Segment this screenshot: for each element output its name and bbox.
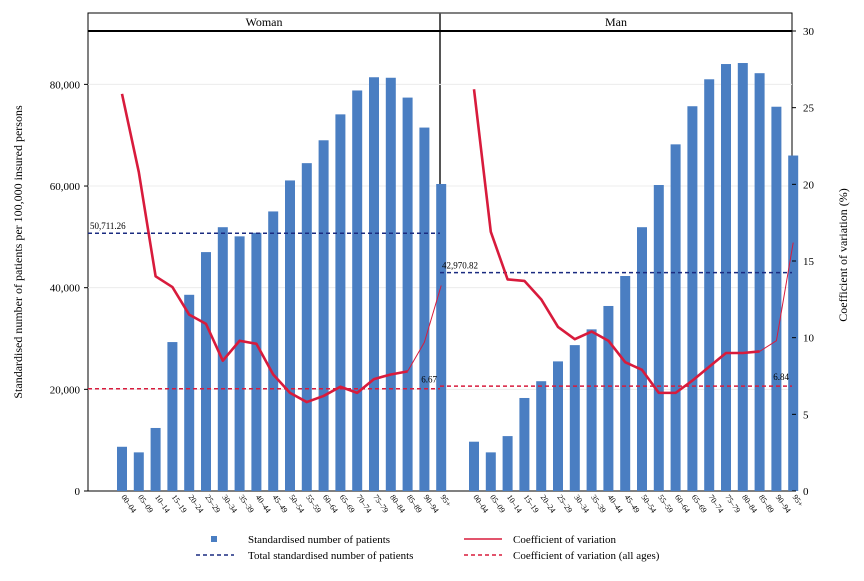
left-axis: 0 20,000 40,000 60,000 80,000	[50, 79, 88, 498]
bar	[184, 294, 195, 491]
cv-all-reference-label: 6.84	[773, 372, 789, 382]
bar	[519, 397, 530, 491]
bar	[553, 361, 563, 491]
bar	[569, 345, 580, 491]
y-axis-title: Standardised number of patients per 100,…	[11, 105, 25, 399]
right-axis: 0 5 10 15 20 25 30	[792, 26, 815, 498]
y2-axis-title: Coefficient of variation (%)	[836, 188, 850, 321]
legend-label-total: Total standardised number of patients	[248, 550, 413, 562]
legend-bar-marker	[211, 536, 217, 542]
bar	[234, 236, 245, 491]
cv-all-reference-label: 6.67	[421, 375, 437, 385]
legend: Standardised number of patients Coeffici…	[196, 534, 660, 562]
bar	[586, 329, 597, 491]
bar	[436, 183, 447, 492]
bar	[670, 144, 681, 491]
bar	[352, 90, 363, 491]
bar	[536, 381, 547, 491]
cv-line	[472, 89, 760, 395]
bar	[603, 305, 614, 491]
cv-line-tail	[407, 285, 442, 372]
y-tick-label: 80,000	[50, 79, 81, 91]
bar	[653, 185, 664, 491]
bar	[704, 79, 715, 491]
bar	[402, 97, 413, 491]
bar	[285, 180, 295, 491]
bar	[369, 77, 379, 491]
bar	[385, 77, 396, 491]
bar	[117, 446, 127, 491]
bar	[201, 252, 211, 491]
panel-title-woman: Woman	[245, 15, 282, 29]
cv-line-tail	[759, 242, 794, 352]
bar	[737, 63, 748, 492]
bar	[251, 232, 262, 492]
bar	[268, 211, 279, 491]
bar	[301, 163, 312, 491]
bar	[335, 114, 346, 492]
bar	[788, 155, 799, 491]
bar	[502, 436, 513, 491]
panel-title-man: Man	[605, 15, 627, 29]
y2-tick-label: 0	[803, 486, 809, 498]
bar	[469, 441, 479, 491]
legend-label-cv: Coefficient of variation	[513, 534, 617, 546]
bar	[637, 227, 647, 491]
total-reference-label: 42,970.82	[442, 261, 478, 271]
cv-line	[120, 93, 408, 404]
legend-label-patients: Standardised number of patients	[248, 534, 390, 546]
legend-label-cv-all: Coefficient of variation (all ages)	[513, 550, 660, 562]
bar	[133, 452, 144, 491]
bar	[721, 64, 731, 491]
total-reference-label: 50,711.26	[90, 221, 126, 231]
reference-lines: 50,711.26 6.67 42,970.82 6.84	[88, 221, 792, 390]
bar	[419, 127, 430, 491]
bar	[318, 140, 329, 491]
y2-tick-label: 20	[803, 179, 815, 191]
cv-lines	[120, 89, 794, 404]
y2-tick-label: 15	[803, 256, 815, 268]
y-tick-label: 0	[75, 486, 81, 498]
bar	[150, 427, 161, 491]
bar	[167, 342, 178, 491]
y2-tick-label: 25	[803, 103, 815, 115]
bars	[117, 63, 799, 492]
y-tick-label: 40,000	[50, 283, 81, 295]
y2-tick-label: 5	[803, 409, 809, 421]
y2-tick-label: 10	[803, 333, 815, 345]
y-tick-label: 60,000	[50, 181, 81, 193]
bar	[687, 106, 698, 491]
y-tick-label: 20,000	[50, 384, 81, 396]
bar	[620, 275, 631, 491]
bar	[754, 73, 765, 491]
bar	[771, 106, 782, 491]
bar	[485, 452, 496, 491]
y2-tick-label: 30	[803, 26, 815, 38]
